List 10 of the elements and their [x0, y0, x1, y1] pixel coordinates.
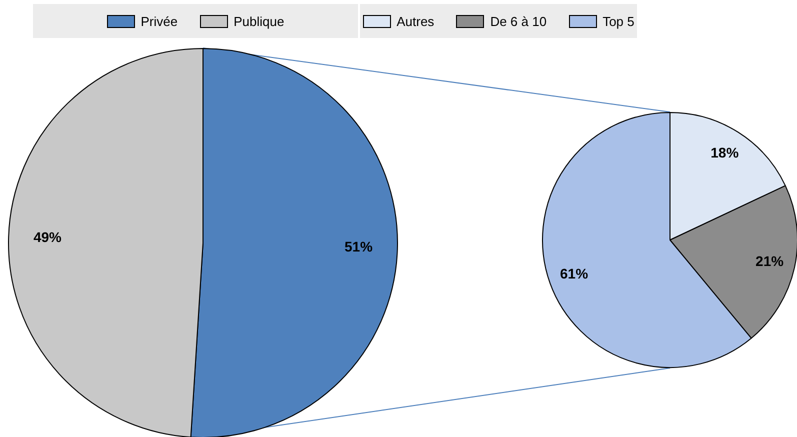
legend-label: De 6 à 10	[490, 14, 547, 28]
legend-label: Publique	[234, 14, 284, 28]
data-label: 49%	[33, 228, 62, 245]
legend-label: Top 5	[602, 14, 634, 28]
data-label: 18%	[710, 144, 740, 161]
data-label: 51%	[344, 238, 374, 255]
legend-label: Privée	[140, 14, 178, 28]
data-label: 21%	[756, 253, 784, 270]
data-label: 61%	[560, 265, 589, 282]
legend-label: Autres	[396, 14, 434, 28]
